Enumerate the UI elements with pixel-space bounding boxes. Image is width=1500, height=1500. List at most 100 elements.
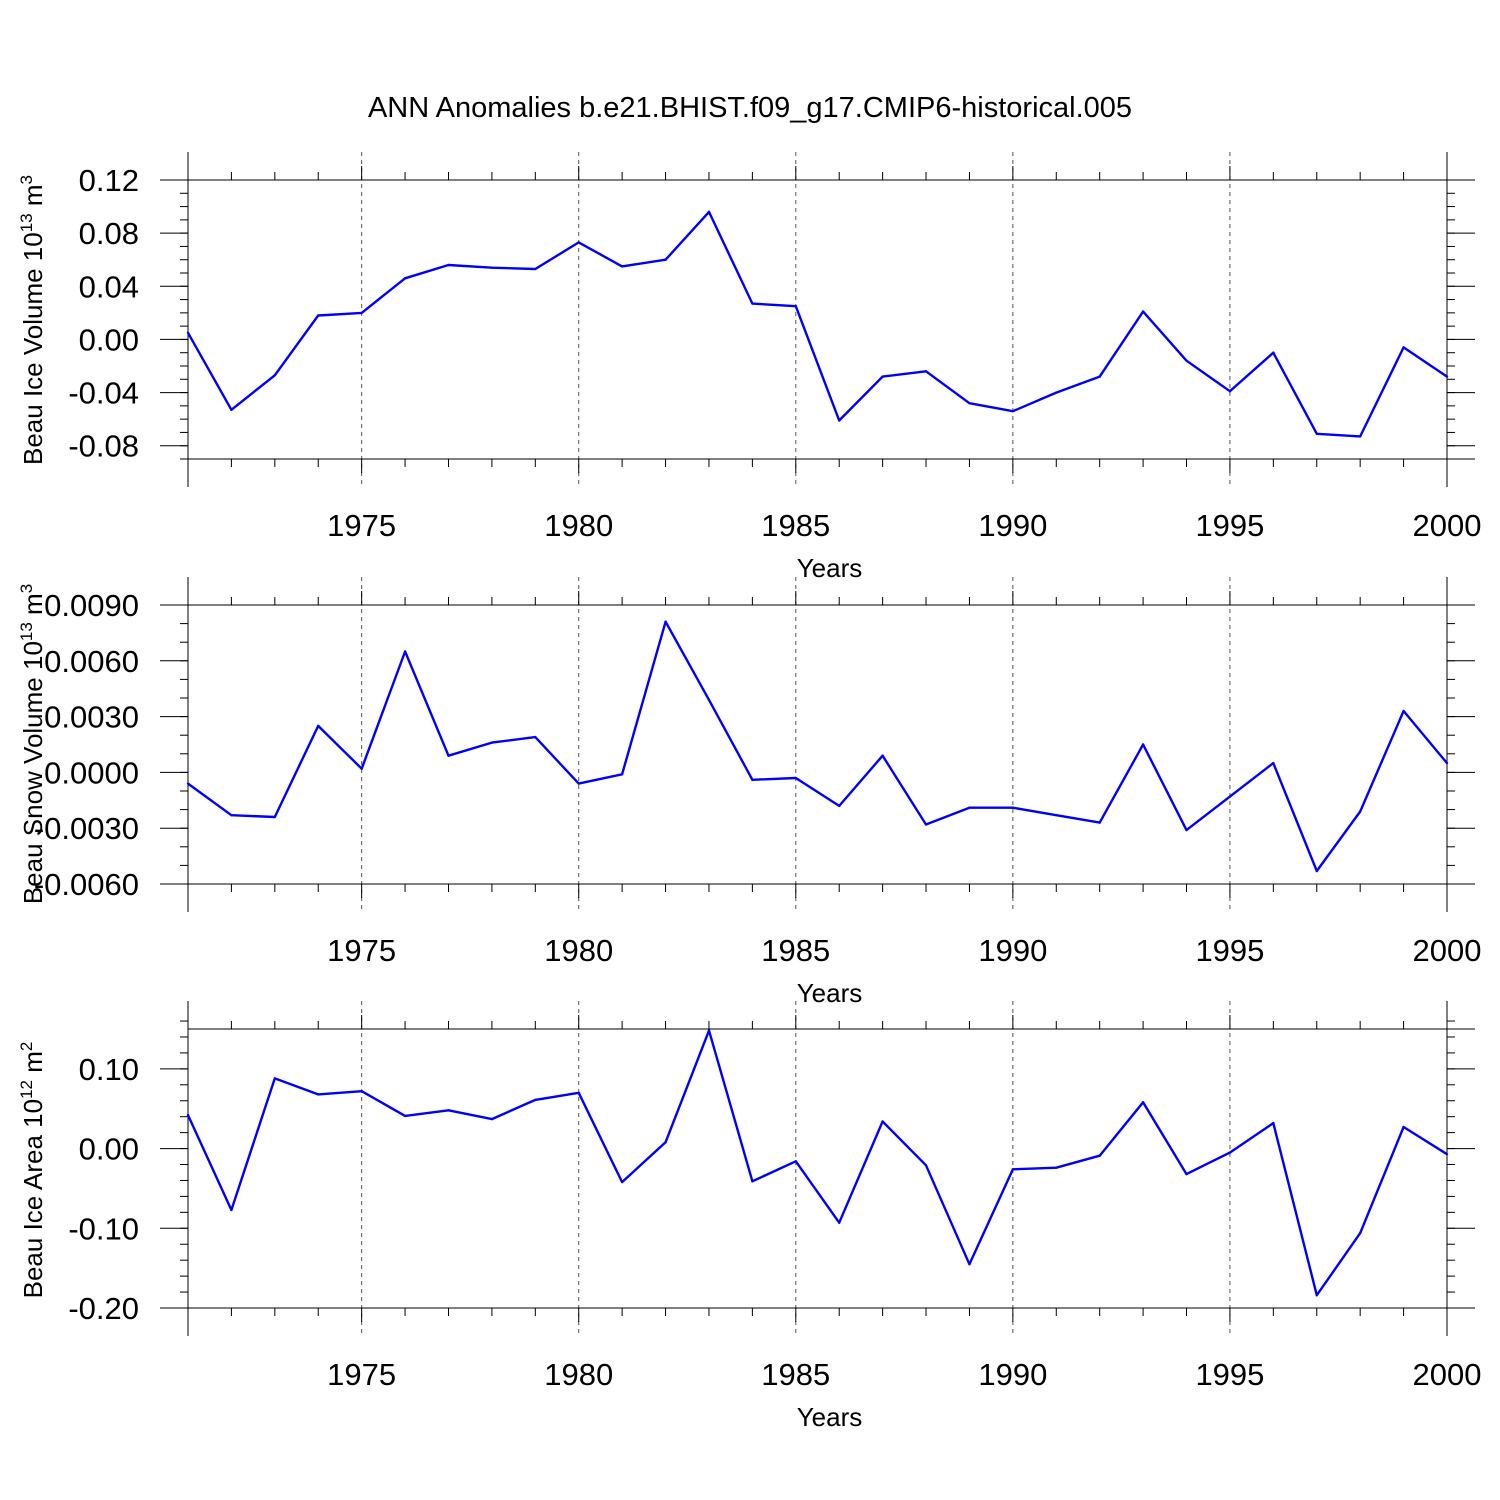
data-point bbox=[317, 314, 320, 317]
panel-ice-area: 1975 1980 1985 1990 1995 2000 Years 0.10 0.00 -0.… bbox=[17, 1001, 1481, 1432]
data-point bbox=[838, 804, 841, 808]
data-point bbox=[1402, 346, 1405, 349]
data-point bbox=[1098, 821, 1101, 824]
data-point bbox=[447, 754, 450, 757]
data-point bbox=[1185, 828, 1188, 832]
x-axis-title: Years bbox=[797, 1402, 863, 1432]
data-point bbox=[1228, 795, 1232, 798]
data-point bbox=[490, 741, 494, 744]
data-point bbox=[403, 1114, 407, 1118]
data-point bbox=[1445, 1152, 1449, 1156]
x-tick-label: 1995 bbox=[1195, 933, 1264, 968]
x-tick-label: 2000 bbox=[1413, 508, 1482, 543]
y-axis-title-part: 2 bbox=[17, 1042, 36, 1051]
y-tick-label: -0.10 bbox=[68, 1211, 139, 1246]
data-point bbox=[881, 1120, 884, 1123]
data-point bbox=[534, 735, 537, 739]
chart-title: ANN Anomalies b.e21.BHIST.f09_g17.CMIP6-… bbox=[368, 92, 1132, 124]
x-tick-label: 2000 bbox=[1413, 1357, 1482, 1392]
data-point bbox=[577, 1091, 580, 1094]
x-tick-label: 1995 bbox=[1195, 508, 1264, 543]
data-point bbox=[534, 267, 537, 271]
x-tick-label: 1985 bbox=[761, 508, 830, 543]
data-point bbox=[577, 782, 580, 785]
data-point bbox=[447, 1109, 450, 1112]
data-point bbox=[1358, 810, 1362, 813]
data-point bbox=[881, 754, 884, 757]
data-point bbox=[534, 1098, 537, 1102]
data-point bbox=[838, 419, 841, 422]
y-axis-title-part: 12 bbox=[17, 1080, 36, 1099]
data-point bbox=[1011, 806, 1015, 809]
y-axis-title-part: 13 bbox=[17, 213, 36, 232]
panel-ice-volume: 1975 1980 1985 1990 1995 2000 Years 0.12 0.08 0.0… bbox=[17, 152, 1481, 583]
data-point bbox=[1228, 1151, 1232, 1154]
x-tick-label: 1990 bbox=[978, 1357, 1047, 1392]
y-tick-label: -0.20 bbox=[68, 1291, 139, 1326]
data-point bbox=[230, 1208, 233, 1212]
data-point bbox=[360, 767, 363, 770]
data-point bbox=[794, 305, 797, 308]
y-axis-title-part: m bbox=[18, 593, 48, 622]
series-line bbox=[186, 1029, 1448, 1297]
y-axis-title-part: 13 bbox=[17, 622, 36, 641]
x-tick-label: 1980 bbox=[544, 1357, 613, 1392]
data-point bbox=[317, 1093, 320, 1096]
data-point bbox=[1272, 761, 1275, 765]
data-point bbox=[1445, 375, 1449, 378]
x-tick-label: 1990 bbox=[978, 933, 1047, 968]
x-tick-label: 1975 bbox=[327, 508, 396, 543]
data-point bbox=[1402, 1125, 1405, 1129]
data-point bbox=[968, 402, 971, 405]
data-point bbox=[620, 265, 624, 268]
data-point bbox=[577, 241, 580, 244]
x-tick-label: 1990 bbox=[978, 508, 1047, 543]
y-tick-label: 0.0030 bbox=[44, 700, 139, 735]
y-tick-label: 0.08 bbox=[79, 216, 139, 251]
data-point bbox=[1098, 375, 1101, 378]
y-tick-label: 0.12 bbox=[79, 163, 139, 198]
data-point bbox=[186, 1113, 190, 1117]
data-point bbox=[186, 331, 190, 334]
data-point bbox=[1272, 351, 1275, 354]
y-tick-label: 0.00 bbox=[79, 322, 139, 357]
x-tick-label: 1975 bbox=[327, 933, 396, 968]
data-point bbox=[360, 1089, 363, 1093]
y-tick-label: 0.0060 bbox=[44, 644, 139, 679]
y-axis-title-part: Beau Snow Volume 10 bbox=[18, 641, 48, 904]
data-point bbox=[794, 776, 797, 780]
data-point bbox=[273, 1077, 277, 1080]
data-point bbox=[1228, 390, 1232, 393]
data-point bbox=[1141, 1101, 1145, 1104]
y-tick-label: 0.0000 bbox=[44, 755, 139, 790]
x-tick-label: 2000 bbox=[1413, 933, 1482, 968]
data-point bbox=[924, 1164, 928, 1167]
data-point bbox=[1055, 813, 1058, 817]
data-point bbox=[881, 375, 884, 378]
series-line bbox=[186, 210, 1448, 438]
data-point bbox=[751, 1180, 754, 1183]
y-tick-label: 0.00 bbox=[79, 1132, 139, 1167]
data-point bbox=[751, 302, 754, 305]
y-axis-title-part: 3 bbox=[17, 175, 36, 184]
data-point bbox=[1011, 1168, 1015, 1171]
data-point bbox=[620, 1180, 624, 1184]
data-point bbox=[1315, 1294, 1318, 1297]
x-tick-label: 1985 bbox=[761, 933, 830, 968]
x-axis-title: Years bbox=[797, 978, 863, 1008]
data-point bbox=[230, 813, 233, 817]
data-point bbox=[1315, 869, 1318, 873]
y-axis-title-part: m bbox=[18, 184, 48, 213]
data-point bbox=[707, 1029, 711, 1032]
chart-panels: 1975 1980 1985 1990 1995 2000 Years 0.12 0.08 0.0… bbox=[17, 152, 1481, 1432]
x-tick-label: 1985 bbox=[761, 1357, 830, 1392]
data-point bbox=[186, 782, 190, 785]
data-point bbox=[751, 778, 754, 782]
data-point bbox=[924, 370, 928, 373]
y-tick-label: -0.0060 bbox=[34, 867, 139, 902]
y-axis-title-part: Beau Ice Area 10 bbox=[18, 1099, 48, 1298]
data-point bbox=[360, 311, 363, 315]
data-point bbox=[1055, 1166, 1058, 1169]
data-point bbox=[968, 806, 971, 809]
